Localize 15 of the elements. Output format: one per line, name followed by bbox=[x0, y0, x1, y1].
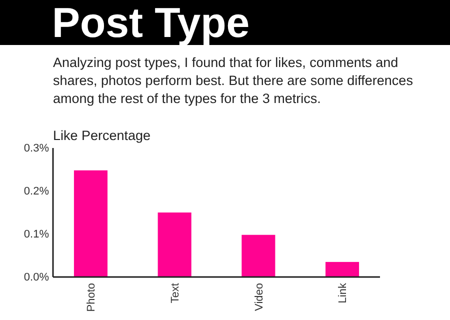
x-tick-label: Photo bbox=[86, 283, 98, 312]
bar bbox=[242, 234, 276, 277]
y-axis-title: Like Percentage bbox=[53, 128, 151, 143]
chart-title: Post Type bbox=[52, 0, 250, 46]
chart-subtitle: Analyzing post types, I found that for likes, comments and shares, photos perform best. But there are some differences among the rest of the types for the 3 metrics. bbox=[53, 55, 414, 106]
x-tick-label: Video bbox=[253, 283, 266, 311]
bar bbox=[326, 262, 360, 277]
y-tick-label: 0.0% bbox=[24, 272, 50, 284]
y-tick-label: 0.3% bbox=[24, 142, 50, 155]
x-tick-label: Link bbox=[337, 282, 350, 304]
y-tick-label: 0.1% bbox=[24, 228, 50, 241]
bar bbox=[74, 170, 108, 277]
x-tick-label: Text bbox=[169, 283, 182, 304]
y-tick-label: 0.2% bbox=[24, 186, 50, 198]
bar bbox=[158, 212, 192, 277]
